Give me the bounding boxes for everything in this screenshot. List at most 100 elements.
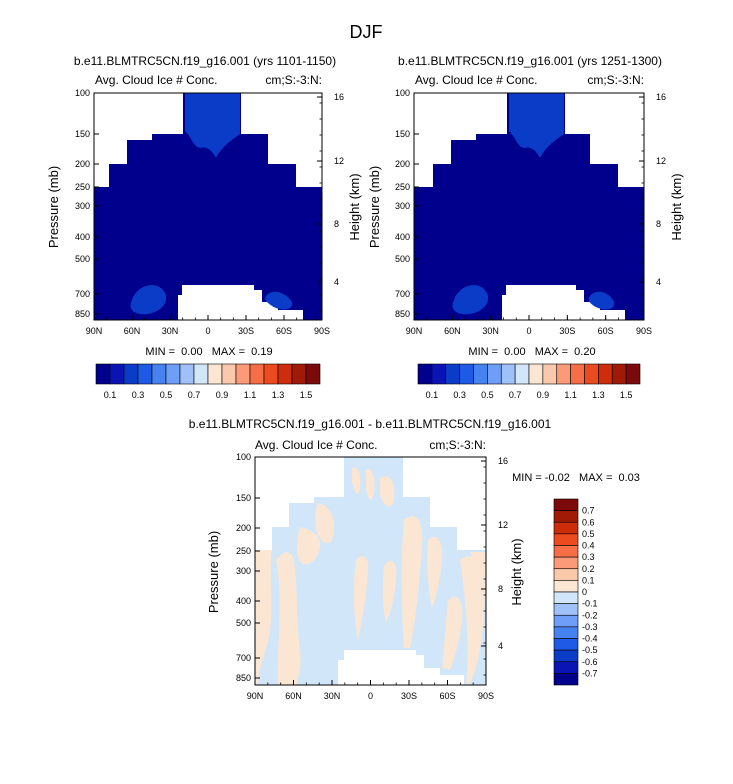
panel-3-y2-axis-label: Height (km) xyxy=(509,538,524,605)
colorbar-label: 1.5 xyxy=(300,390,313,400)
y-tick-label: 400 xyxy=(395,232,410,242)
colorbar-label: 0.3 xyxy=(453,390,466,400)
y-tick-label: 850 xyxy=(75,309,90,319)
y-tick-label: 400 xyxy=(236,596,251,606)
y-tick-label: 500 xyxy=(395,254,410,264)
y2-tick-label: 12 xyxy=(334,156,344,166)
panel-1-right-label: cm;S:-3:N: xyxy=(265,73,322,87)
y2-tick-label: 16 xyxy=(656,92,666,102)
colorbar-swatch xyxy=(528,363,544,385)
panel-1-y2-axis-label: Height (km) xyxy=(347,173,362,240)
x-tick-label: 90S xyxy=(478,691,494,701)
x-tick-label: 90N xyxy=(86,326,103,336)
colorbar-label: -0.7 xyxy=(582,668,598,678)
x-tick-label: 30N xyxy=(324,691,341,701)
y-tick-label: 200 xyxy=(236,523,251,533)
colorbar-swatch xyxy=(151,363,167,385)
colorbar-label: 0.5 xyxy=(481,390,494,400)
colorbar-swatch xyxy=(556,363,571,385)
colorbar-label: 0.4 xyxy=(582,541,595,551)
panel-2-y2-axis-label: Height (km) xyxy=(669,173,684,240)
colorbar-swatch xyxy=(553,614,579,628)
panel-2-left-label: Avg. Cloud Ice # Conc. xyxy=(415,73,538,87)
y-tick-label: 200 xyxy=(75,159,90,169)
y-tick-label: 700 xyxy=(75,289,90,299)
colorbar-swatch xyxy=(193,363,209,385)
x-tick-label: 30S xyxy=(559,326,575,336)
y2-tick-label: 16 xyxy=(334,92,344,102)
colorbar-swatch xyxy=(553,498,579,511)
panel-2-right-label: cm;S:-3:N: xyxy=(587,73,644,87)
panel-3-right-label: cm;S:-3:N: xyxy=(429,438,486,452)
panel-2-field-dark xyxy=(414,93,644,320)
panel-3-stats: MIN = -0.02 MAX = 0.03 xyxy=(512,472,640,484)
colorbar-swatch xyxy=(625,363,641,385)
colorbar-label: 1.1 xyxy=(244,390,257,400)
x-tick-label: 0 xyxy=(205,326,210,336)
colorbar-swatch xyxy=(500,363,516,385)
colorbar-swatch xyxy=(431,363,447,385)
colorbar-swatch xyxy=(207,363,223,385)
x-tick-label: 90N xyxy=(406,326,423,336)
panel-2-y-ticks: 100 150 200 250 300 400 500 700 850 xyxy=(395,88,419,319)
panel-1-left-label: Avg. Cloud Ice # Conc. xyxy=(95,73,218,87)
colorbar-swatch xyxy=(553,649,579,663)
x-tick-label: 90N xyxy=(247,691,264,701)
panel-1-stats: MIN = 0.00 MAX = 0.19 xyxy=(145,346,272,358)
panel-3-field-peach xyxy=(255,467,486,685)
colorbar-swatch xyxy=(123,363,139,385)
panel-1-y2-ticks: 16 12 8 4 xyxy=(317,92,344,312)
colorbar-swatch xyxy=(235,363,251,385)
y-tick-label: 400 xyxy=(75,232,90,242)
panel-3-y2-ticks: 16 12 8 4 xyxy=(481,456,508,676)
panel-3-title: b.e11.BLMTRC5CN.f19_g16.001 - b.e11.BLMT… xyxy=(189,417,552,431)
x-tick-label: 0 xyxy=(526,326,531,336)
colorbar-label: 0.6 xyxy=(582,517,595,527)
panel-3-x-ticks: 90N 60N 30N 0 30S 60S 90S xyxy=(247,680,494,701)
panel-3-y-axis-label: Pressure (mb) xyxy=(206,531,221,613)
panel-1-blob-left xyxy=(130,285,167,315)
colorbar-label: 1.5 xyxy=(620,390,633,400)
colorbar-label: 0.1 xyxy=(104,390,117,400)
panel-2-stats: MIN = 0.00 MAX = 0.20 xyxy=(468,346,595,358)
colorbar-swatch xyxy=(553,510,579,523)
colorbar-swatch xyxy=(553,638,579,651)
colorbar-swatch xyxy=(263,363,279,385)
colorbar-swatch xyxy=(514,363,530,385)
colorbar-label: 0.7 xyxy=(582,506,595,516)
panel-1-y-ticks: 100 150 200 250 300 400 500 700 850 xyxy=(75,88,99,319)
y-tick-label: 300 xyxy=(395,201,410,211)
colorbar-label: 0.1 xyxy=(582,575,595,585)
x-tick-label: 60S xyxy=(439,691,455,701)
colorbar-swatch xyxy=(553,545,579,558)
y-tick-label: 250 xyxy=(395,182,410,192)
y-tick-label: 500 xyxy=(236,618,251,628)
panel-2-y-axis-label: Pressure (mb) xyxy=(367,166,382,248)
panel-1-blob-right xyxy=(265,291,293,310)
colorbar-swatch xyxy=(553,626,579,639)
colorbar-swatch xyxy=(553,591,579,604)
colorbar-3: 0.70.60.50.40.30.20.10-0.1-0.2-0.3-0.4-0… xyxy=(553,498,598,686)
x-tick-label: 30N xyxy=(162,326,179,336)
colorbar-label: -0.4 xyxy=(582,634,598,644)
y-tick-label: 250 xyxy=(236,546,251,556)
y-tick-label: 300 xyxy=(75,201,90,211)
colorbar-swatch xyxy=(417,363,433,385)
x-tick-label: 30N xyxy=(482,326,499,336)
y-tick-label: 500 xyxy=(75,254,90,264)
panel-2-plot-area xyxy=(413,92,645,321)
y2-tick-label: 4 xyxy=(334,277,339,287)
x-tick-label: 30S xyxy=(401,691,417,701)
colorbar-swatch xyxy=(553,521,579,535)
panel-2-field-plume xyxy=(509,93,564,158)
panel-2: b.e11.BLMTRC5CN.f19_g16.001 (yrs 1251-13… xyxy=(367,54,684,358)
colorbar-swatch xyxy=(277,363,293,385)
colorbar-label: 0.1 xyxy=(426,390,439,400)
colorbar-swatch xyxy=(487,363,502,385)
colorbar-1: 0.1 0.3 0.5 0.7 0.9 1.1 1.3 1.5 xyxy=(95,363,321,400)
colorbar-swatch xyxy=(473,363,488,385)
panel-3: b.e11.BLMTRC5CN.f19_g16.001 - b.e11.BLMT… xyxy=(189,417,640,701)
y-tick-label: 850 xyxy=(395,309,410,319)
x-tick-label: 60N xyxy=(285,691,302,701)
colorbar-swatch xyxy=(179,363,195,385)
